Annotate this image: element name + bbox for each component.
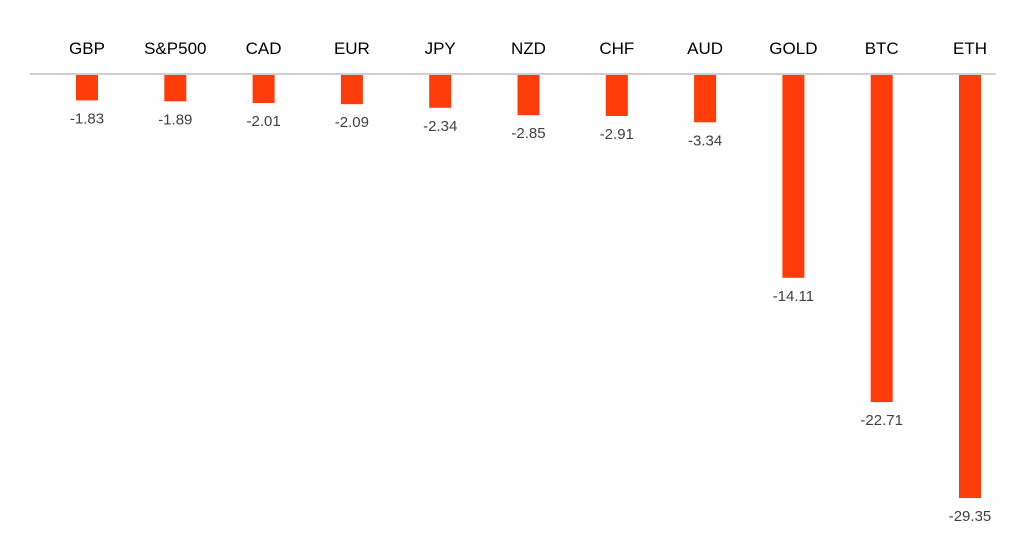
value-label-btc: -22.71: [860, 412, 903, 429]
category-label-chf: CHF: [599, 39, 634, 58]
bar-sp500: [164, 75, 187, 102]
bar-jpy: [429, 75, 452, 108]
value-label-aud: -3.34: [688, 132, 722, 149]
category-label-eth: ETH: [953, 39, 987, 58]
bar-aud: [694, 75, 717, 123]
bar-nzd: [517, 75, 540, 116]
value-label-gbp: -1.83: [70, 110, 104, 127]
bar-gold: [782, 75, 805, 278]
value-labels: -1.83 -1.89 -2.01 -2.09 -2.34 -2.85 -2.91 -3.34…: [70, 110, 991, 525]
bar-gbp: [76, 75, 98, 101]
category-label-nzd: NZD: [511, 39, 546, 58]
category-label-cad: CAD: [246, 39, 282, 58]
bar-eth: [959, 75, 981, 498]
bar-cad: [252, 75, 275, 103]
category-label-gold: GOLD: [769, 39, 817, 58]
category-label-jpy: JPY: [425, 39, 456, 58]
bar-eur: [340, 75, 363, 105]
bars-layer: [76, 75, 981, 498]
category-label-eur: EUR: [334, 39, 370, 58]
value-label-eur: -2.09: [335, 114, 369, 131]
bar-chf: [605, 75, 628, 116]
value-label-sp500: -1.89: [158, 111, 192, 128]
bar-btc: [870, 75, 893, 403]
value-label-jpy: -2.34: [423, 118, 457, 135]
value-label-eth: -29.35: [949, 508, 992, 525]
value-label-nzd: -2.85: [511, 125, 545, 142]
category-label-sp500: S&P500: [144, 39, 206, 58]
category-labels: GBP S&P500 CAD EUR JPY NZD CHF AUD GOLD BTC ETH: [69, 39, 987, 58]
value-label-chf: -2.91: [600, 126, 634, 143]
category-label-gbp: GBP: [69, 39, 105, 58]
category-label-btc: BTC: [865, 39, 899, 58]
category-label-aud: AUD: [687, 39, 723, 58]
value-label-cad: -2.01: [246, 113, 280, 130]
value-label-gold: -14.11: [773, 288, 814, 305]
